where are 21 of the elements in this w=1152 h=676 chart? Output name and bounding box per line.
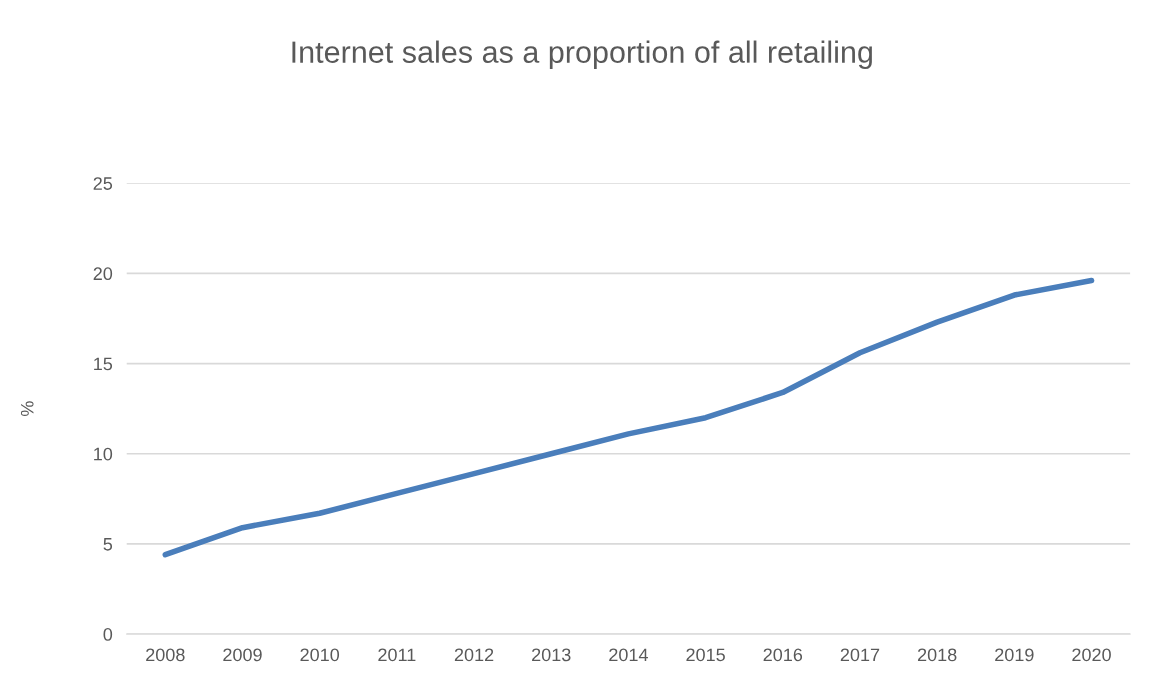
y-tick-label: 20 xyxy=(93,267,113,281)
x-tick-label: 2019 xyxy=(995,648,1034,662)
y-tick-label: 10 xyxy=(94,447,113,461)
y-tick-label: 0 xyxy=(103,628,113,641)
x-tick-label: 2008 xyxy=(146,648,185,662)
x-tick-label: 2015 xyxy=(686,648,725,662)
x-tick-label: 2011 xyxy=(378,648,416,662)
x-tick-label: 2009 xyxy=(223,648,262,662)
x-tick-label: 2016 xyxy=(763,648,803,662)
y-axis-title: % xyxy=(20,401,34,417)
x-tick-label: 2017 xyxy=(840,648,880,662)
x-tick-label: 2020 xyxy=(1072,648,1111,662)
x-tick-label: 2012 xyxy=(454,648,494,662)
chart-title: Internet sales as a proportion of all retailing xyxy=(292,40,872,69)
x-tick-label: 2018 xyxy=(917,648,957,662)
x-tick-label: 2010 xyxy=(300,648,340,662)
x-tick-label: 2013 xyxy=(532,648,571,662)
y-tick-label: 15 xyxy=(94,357,113,371)
x-tick-label: 2014 xyxy=(609,648,648,662)
y-tick-label: 5 xyxy=(103,538,113,551)
y-tick-label: 25 xyxy=(93,177,113,190)
